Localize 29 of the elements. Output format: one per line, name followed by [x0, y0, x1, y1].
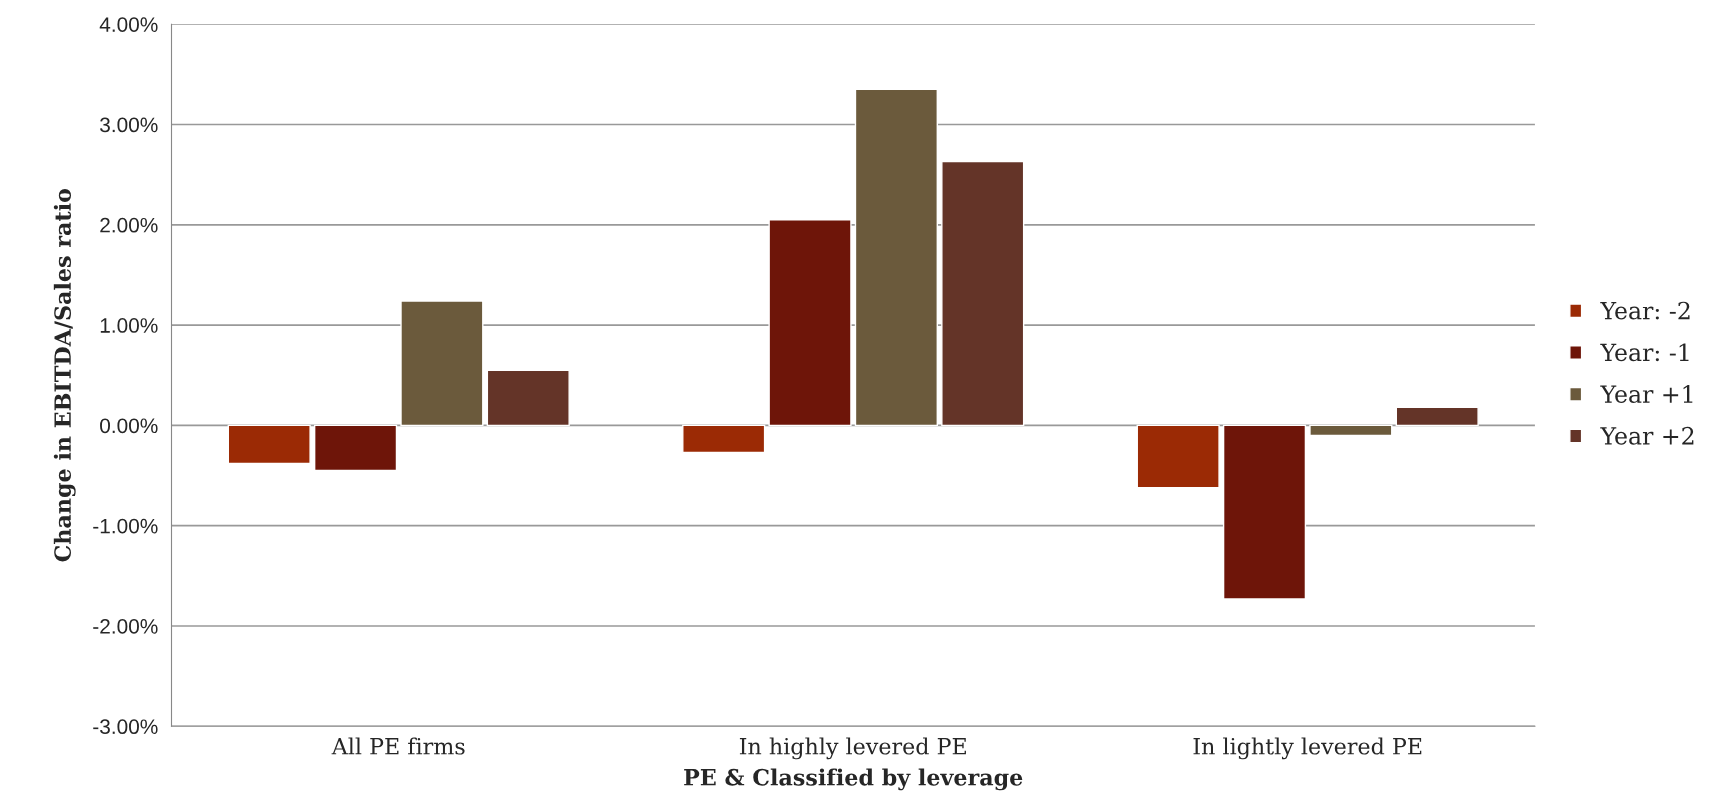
bar	[1309, 424, 1393, 437]
bar	[486, 369, 570, 427]
x-tick-label: All PE firms	[331, 737, 465, 755]
y-tick-label: 2.00%	[100, 217, 158, 233]
bar	[1222, 424, 1307, 600]
y-tick-label: 4.00%	[99, 17, 158, 32]
bar	[941, 160, 1025, 427]
bar	[682, 424, 766, 454]
x-tick-label: In lightly levered PE	[1193, 737, 1422, 760]
bar	[227, 424, 311, 465]
bar	[854, 88, 938, 427]
bar	[1395, 406, 1479, 427]
y-tick-label: 0.00%	[100, 418, 158, 434]
x-axis-title: PE & Classified by leverage	[684, 768, 1023, 791]
y-tick-label: -1.00%	[93, 518, 158, 534]
legend-label: Year +2	[1600, 426, 1694, 445]
y-axis-title: Change in EBITDA/Sales ratio	[53, 188, 76, 562]
y-tick-label: 1.00%	[100, 318, 158, 333]
y-tick-label: 3.00%	[100, 117, 158, 133]
y-tick-label: -2.00%	[93, 619, 158, 634]
legend-label: Year: -2	[1600, 301, 1690, 320]
legend-label: Year: -1	[1600, 343, 1689, 362]
bar	[1136, 424, 1220, 489]
bar	[768, 219, 852, 427]
bar	[400, 300, 484, 427]
legend-label: Year +1	[1600, 385, 1693, 403]
x-tick-label: In highly levered PE	[739, 737, 966, 760]
bar	[313, 424, 398, 472]
y-tick-label: -3.00%	[93, 719, 158, 735]
